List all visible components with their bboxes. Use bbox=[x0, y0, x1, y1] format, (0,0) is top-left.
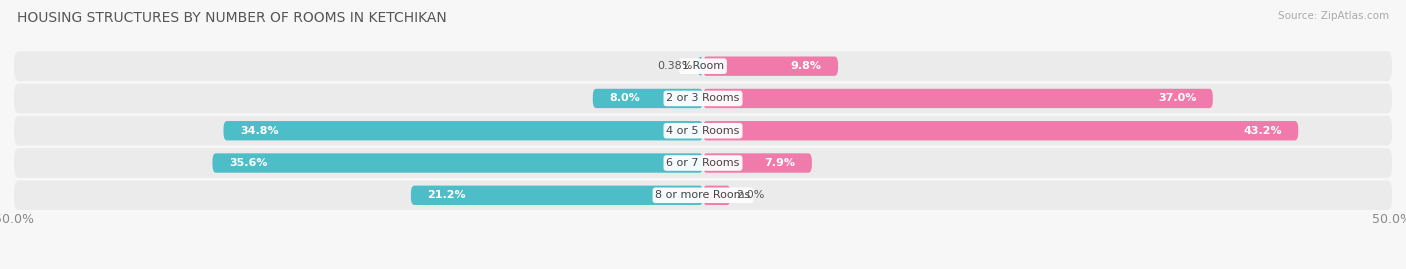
FancyBboxPatch shape bbox=[14, 180, 1392, 210]
Text: 43.2%: 43.2% bbox=[1243, 126, 1282, 136]
FancyBboxPatch shape bbox=[703, 56, 838, 76]
FancyBboxPatch shape bbox=[14, 51, 1392, 81]
Text: 21.2%: 21.2% bbox=[427, 190, 465, 200]
FancyBboxPatch shape bbox=[703, 121, 1298, 140]
Text: 0.38%: 0.38% bbox=[657, 61, 692, 71]
Text: 8 or more Rooms: 8 or more Rooms bbox=[655, 190, 751, 200]
Legend: Owner-occupied, Renter-occupied: Owner-occupied, Renter-occupied bbox=[575, 266, 831, 269]
Text: 35.6%: 35.6% bbox=[229, 158, 267, 168]
FancyBboxPatch shape bbox=[703, 89, 1213, 108]
FancyBboxPatch shape bbox=[697, 56, 703, 76]
Text: 2.0%: 2.0% bbox=[737, 190, 765, 200]
Text: 2 or 3 Rooms: 2 or 3 Rooms bbox=[666, 93, 740, 104]
Text: 34.8%: 34.8% bbox=[240, 126, 278, 136]
FancyBboxPatch shape bbox=[224, 121, 703, 140]
FancyBboxPatch shape bbox=[212, 153, 703, 173]
Text: 4 or 5 Rooms: 4 or 5 Rooms bbox=[666, 126, 740, 136]
Text: 8.0%: 8.0% bbox=[609, 93, 640, 104]
FancyBboxPatch shape bbox=[14, 116, 1392, 146]
Text: Source: ZipAtlas.com: Source: ZipAtlas.com bbox=[1278, 11, 1389, 21]
Text: 9.8%: 9.8% bbox=[790, 61, 821, 71]
FancyBboxPatch shape bbox=[14, 84, 1392, 113]
Text: 7.9%: 7.9% bbox=[765, 158, 796, 168]
Text: 37.0%: 37.0% bbox=[1159, 93, 1197, 104]
FancyBboxPatch shape bbox=[411, 186, 703, 205]
FancyBboxPatch shape bbox=[703, 186, 731, 205]
Text: 1 Room: 1 Room bbox=[682, 61, 724, 71]
FancyBboxPatch shape bbox=[703, 153, 811, 173]
Text: 6 or 7 Rooms: 6 or 7 Rooms bbox=[666, 158, 740, 168]
FancyBboxPatch shape bbox=[14, 148, 1392, 178]
FancyBboxPatch shape bbox=[593, 89, 703, 108]
Text: HOUSING STRUCTURES BY NUMBER OF ROOMS IN KETCHIKAN: HOUSING STRUCTURES BY NUMBER OF ROOMS IN… bbox=[17, 11, 447, 25]
